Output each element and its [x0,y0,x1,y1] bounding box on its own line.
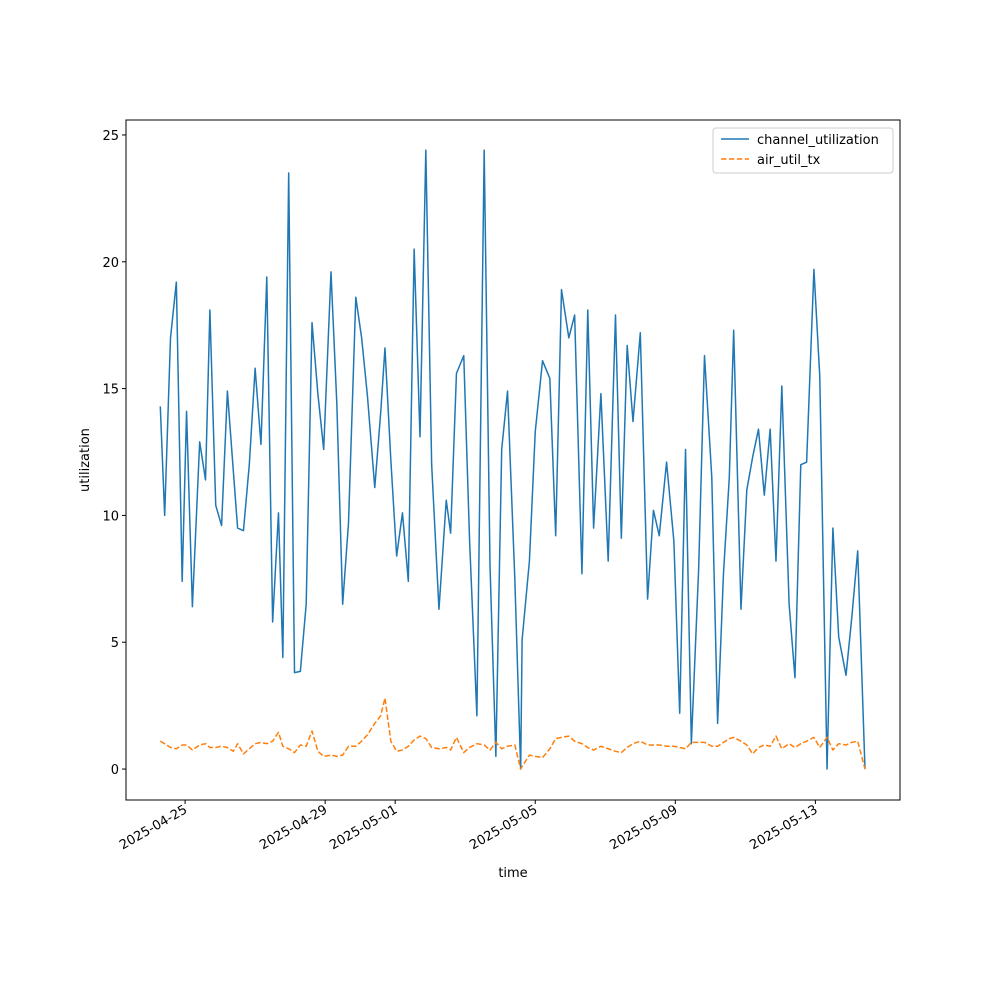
y-tick-label: 10 [102,509,119,524]
data-line [159,697,866,770]
y-tick-label: 0 [111,763,119,778]
y-tick-label: 25 [102,129,119,144]
data-line [159,149,866,770]
y-axis-label: utilization [78,428,93,492]
y-tick-label: 5 [111,636,119,651]
y-tick-label: 20 [102,256,119,271]
legend-box [712,127,894,174]
legend-label: air_util_tx [757,153,821,168]
plot-frame [125,119,901,801]
x-axis-label: time [498,866,527,881]
legend-label: channel_utilization [757,133,879,148]
y-tick-label: 15 [102,383,119,398]
